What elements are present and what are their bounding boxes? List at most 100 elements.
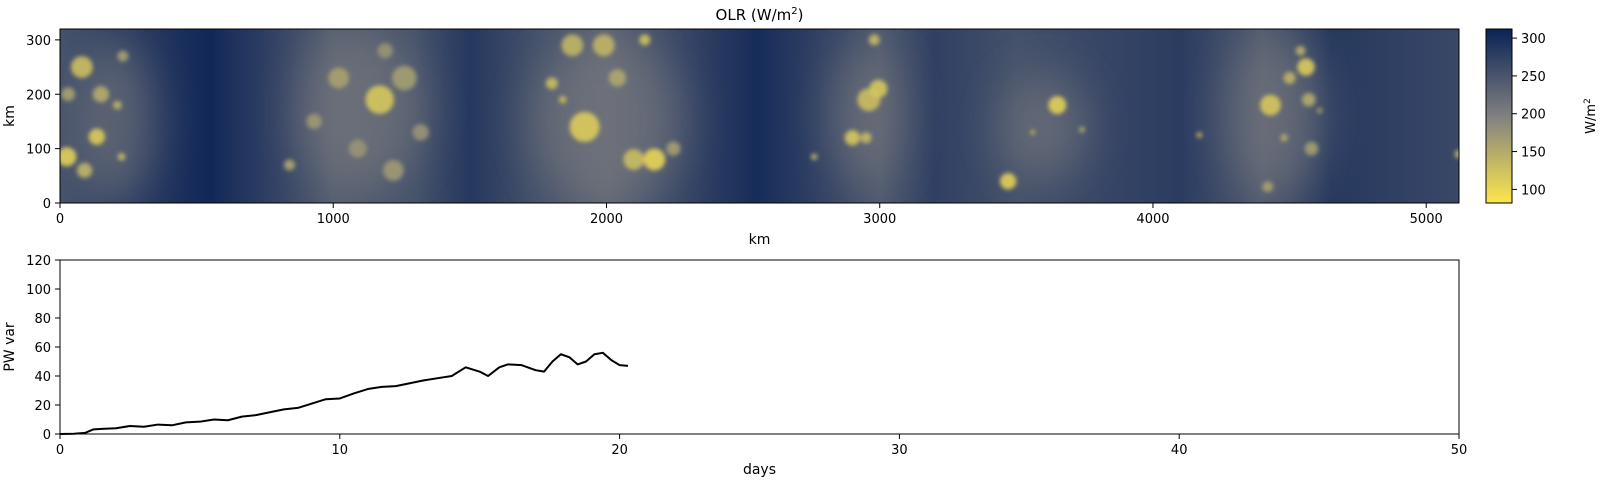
olr-convective-cell [592,34,615,57]
pw-y-label: PW var [2,322,18,372]
olr-haze-region [297,29,424,193]
olr-title-main: OLR (W/m [716,6,792,24]
olr-convective-cell [1078,126,1085,133]
pw-x-label: days [743,462,776,478]
olr-convective-cell [117,50,129,62]
olr-convective-cell [1316,107,1323,114]
olr-convective-cell [1297,58,1315,76]
colorbar-tick-label: 300 [1521,32,1546,47]
olr-convective-cell [365,85,394,114]
olr-convective-cell [412,124,429,141]
olr-convective-cell [639,34,651,46]
colorbar-label-main: W/m [1584,104,1599,134]
olr-title-sup: 2 [791,6,797,17]
olr-axes-frame [59,28,1460,204]
olr-convective-cell [569,111,600,142]
olr-convective-cell [1304,141,1319,156]
olr-convective-cell [1280,133,1288,142]
olr-convective-cell [860,132,872,144]
olr-convective-cell [1030,129,1036,135]
olr-x-tick-label: 0 [56,212,64,227]
pw-y-tick-label: 120 [26,254,51,269]
olr-y-tick-label: 200 [26,88,51,103]
olr-x-tick-label: 4000 [1136,212,1169,227]
olr-convective-cell [113,100,122,110]
olr-haze-region [830,45,902,187]
olr-y-ticks: 0 100 200 300 [26,34,60,212]
olr-title-end: ) [798,6,804,24]
olr-title: OLR (W/m2) [716,6,804,24]
olr-y-tick-label: 300 [26,34,51,49]
olr-y-tick-label: 100 [26,143,51,158]
olr-convective-cell [608,69,627,87]
colorbar-tick-label: 250 [1521,70,1546,85]
olr-convective-cell [284,159,295,171]
pw-y-tick-label: 0 [43,428,51,443]
olr-x-tick-label: 2000 [590,212,623,227]
olr-haze-region [1226,34,1326,198]
pw-x-tick-label: 10 [332,443,349,458]
pw-y-tick-label: 80 [34,312,51,327]
pw-x-tick-label: 30 [891,443,908,458]
olr-convective-cell [558,95,567,104]
olr-background [60,29,1459,203]
olr-cell-layer [60,34,1459,193]
olr-convective-cell [306,113,322,130]
olr-convective-cell [666,141,681,156]
olr-y-label: km [2,105,18,127]
olr-convective-cell [1262,181,1274,193]
olr-convective-cell [117,152,126,161]
olr-haze-region [999,72,1088,182]
colorbar-tick-label: 200 [1521,108,1546,123]
colorbar [1485,28,1513,204]
colorbar-ticks: 100 150 200 250 300 [1512,32,1546,198]
olr-convective-cell [382,159,404,181]
colorbar-label: W/m2 [1583,98,1599,134]
olr-convective-cell [377,43,393,59]
olr-x-label: km [749,232,771,248]
olr-convective-cell [1301,92,1316,107]
olr-convective-cell [391,65,417,91]
pw-panel: 0 10 20 30 40 50 0 20 40 60 80 100 120 days PW var [2,254,1467,478]
pw-y-ticks: 0 20 40 60 80 100 120 [26,254,60,443]
olr-haze-region [73,39,156,203]
pw-var-line [59,351,629,435]
pw-x-tick-label: 0 [56,443,64,458]
olr-convective-cell [1196,132,1203,139]
colorbar-tick-label: 100 [1521,183,1546,198]
olr-heatmap-area [60,29,1459,203]
olr-haze-region [529,34,683,203]
olr-convective-cell [1295,45,1306,56]
olr-convective-cell [1048,96,1067,115]
pw-x-tick-label: 40 [1171,443,1188,458]
olr-convective-cell [810,153,818,161]
olr-convective-cell [1260,94,1281,116]
olr-convective-cell [60,147,77,167]
pw-axes-frame [59,259,1460,435]
pw-y-tick-label: 20 [34,399,51,414]
olr-convective-cell [92,86,110,103]
olr-convective-cell [328,67,350,89]
olr-y-tick-label: 0 [43,197,51,212]
olr-convective-cell [70,56,93,78]
olr-convective-cell [561,34,584,57]
olr-panel: OLR (W/m2) 0 1000 2000 3000 4000 5000 0100200… [2,6,1599,248]
colorbar-label-sup: 2 [1583,98,1593,104]
olr-convective-cell [999,173,1017,190]
olr-convective-cell [868,34,880,46]
pw-x-ticks: 0 10 20 30 40 50 [56,434,1467,458]
pw-x-tick-label: 20 [611,443,628,458]
pw-x-tick-label: 50 [1451,443,1468,458]
pw-y-tick-label: 40 [34,370,51,385]
olr-convective-cell [545,77,558,90]
olr-convective-cell [76,162,93,179]
olr-convective-cell [348,139,367,158]
olr-convective-cell [88,128,106,145]
olr-convective-cell [61,87,76,102]
olr-convective-cell [844,130,861,146]
pw-y-tick-label: 100 [26,283,51,298]
olr-x-ticks: 0 1000 2000 3000 4000 5000 [56,203,1443,227]
olr-x-tick-label: 3000 [863,212,896,227]
olr-convective-cell [643,148,666,171]
